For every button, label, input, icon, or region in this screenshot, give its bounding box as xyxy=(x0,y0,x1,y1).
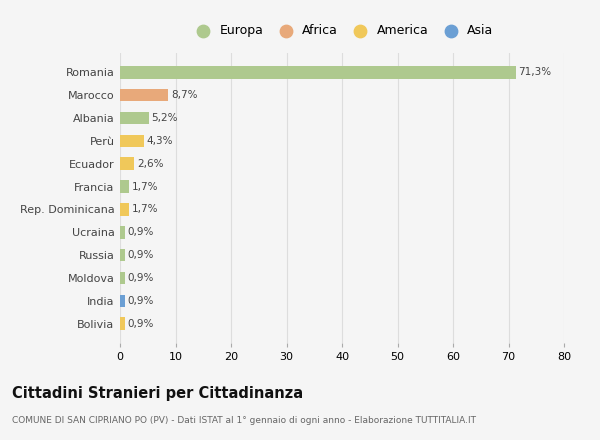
Text: Cittadini Stranieri per Cittadinanza: Cittadini Stranieri per Cittadinanza xyxy=(12,386,303,401)
Legend: Europa, Africa, America, Asia: Europa, Africa, America, Asia xyxy=(187,20,497,41)
Bar xyxy=(120,66,516,79)
Bar xyxy=(120,158,134,170)
Text: 5,2%: 5,2% xyxy=(152,113,178,123)
Text: 0,9%: 0,9% xyxy=(128,250,154,260)
Text: 2,6%: 2,6% xyxy=(137,159,164,169)
Text: 0,9%: 0,9% xyxy=(128,296,154,306)
Bar xyxy=(120,89,168,102)
Text: 8,7%: 8,7% xyxy=(171,90,197,100)
Text: 4,3%: 4,3% xyxy=(146,136,173,146)
Text: 1,7%: 1,7% xyxy=(132,205,159,214)
Bar xyxy=(120,135,144,147)
Text: 0,9%: 0,9% xyxy=(128,227,154,237)
Bar xyxy=(120,317,125,330)
Bar xyxy=(120,226,125,238)
Text: 0,9%: 0,9% xyxy=(128,319,154,329)
Text: 71,3%: 71,3% xyxy=(518,67,551,77)
Text: 1,7%: 1,7% xyxy=(132,182,159,191)
Bar xyxy=(120,249,125,261)
Bar xyxy=(120,294,125,307)
Bar xyxy=(120,112,149,124)
Text: 0,9%: 0,9% xyxy=(128,273,154,283)
Bar xyxy=(120,272,125,284)
Bar xyxy=(120,180,130,193)
Text: COMUNE DI SAN CIPRIANO PO (PV) - Dati ISTAT al 1° gennaio di ogni anno - Elabora: COMUNE DI SAN CIPRIANO PO (PV) - Dati IS… xyxy=(12,416,476,425)
Bar xyxy=(120,203,130,216)
